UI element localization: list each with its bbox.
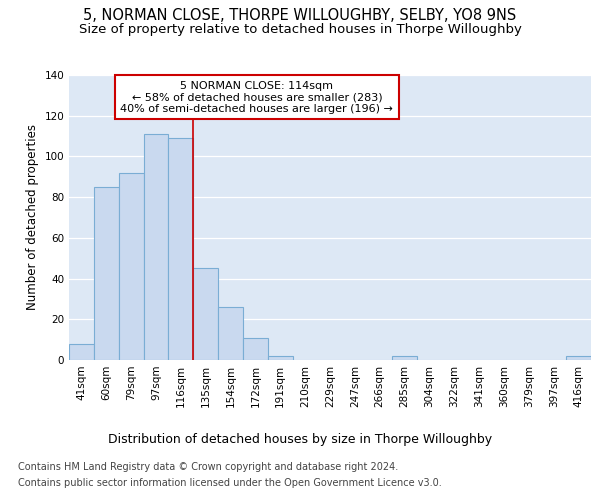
Bar xyxy=(94,187,119,360)
Bar xyxy=(392,356,417,360)
Bar xyxy=(69,344,94,360)
Text: 5, NORMAN CLOSE, THORPE WILLOUGHBY, SELBY, YO8 9NS: 5, NORMAN CLOSE, THORPE WILLOUGHBY, SELB… xyxy=(83,8,517,22)
Text: Contains HM Land Registry data © Crown copyright and database right 2024.: Contains HM Land Registry data © Crown c… xyxy=(18,462,398,472)
Text: Contains public sector information licensed under the Open Government Licence v3: Contains public sector information licen… xyxy=(18,478,442,488)
Bar xyxy=(169,138,193,360)
Bar xyxy=(119,172,143,360)
Text: 5 NORMAN CLOSE: 114sqm
← 58% of detached houses are smaller (283)
40% of semi-de: 5 NORMAN CLOSE: 114sqm ← 58% of detached… xyxy=(121,80,394,114)
Text: Distribution of detached houses by size in Thorpe Willoughby: Distribution of detached houses by size … xyxy=(108,432,492,446)
Bar xyxy=(143,134,169,360)
Bar xyxy=(218,307,243,360)
Y-axis label: Number of detached properties: Number of detached properties xyxy=(26,124,39,310)
Bar xyxy=(193,268,218,360)
Bar xyxy=(268,356,293,360)
Bar xyxy=(243,338,268,360)
Bar xyxy=(566,356,591,360)
Text: Size of property relative to detached houses in Thorpe Willoughby: Size of property relative to detached ho… xyxy=(79,22,521,36)
